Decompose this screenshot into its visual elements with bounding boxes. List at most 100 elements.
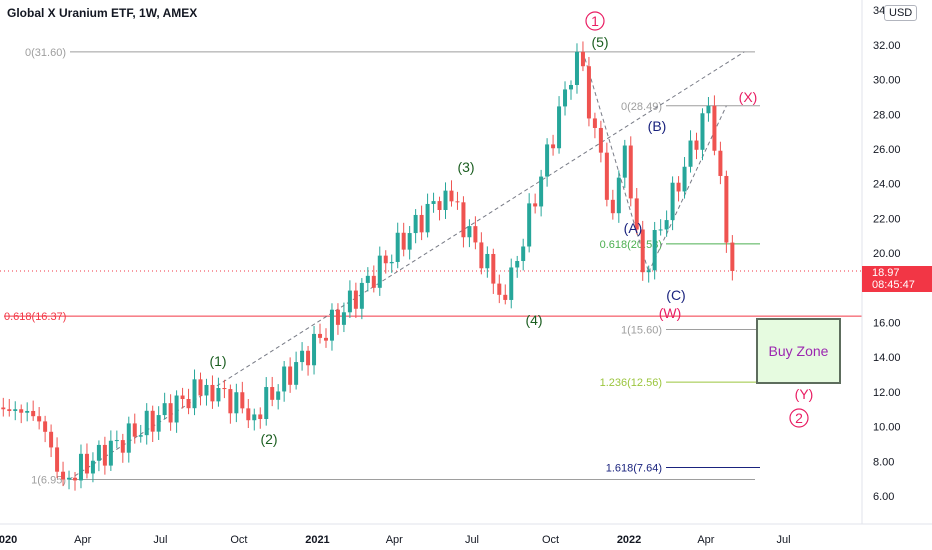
wave-label-circled-2-circle [789,408,809,428]
candle-body [31,410,36,417]
candle-body [694,140,699,150]
candle-body [670,182,675,221]
candle-body [288,366,293,385]
candle-body [55,447,60,472]
last-price-value: 18.97 [872,267,900,279]
candle-body [485,253,490,269]
candle-body [467,226,472,238]
price-tick: 20.00 [873,248,901,260]
wave-label-a: (A) [624,220,643,236]
buy-zone-box[interactable]: Buy Zone [756,318,841,384]
candle-body [371,275,376,288]
time-tick: 2020 [0,534,17,546]
candle-body [389,261,394,264]
wave-label-circled-1: 1 [591,13,599,29]
candle-body [533,203,538,207]
candle-body [329,309,334,341]
price-tick: 26.00 [873,144,901,156]
candle-body [19,409,24,413]
wave-label-b: (B) [648,118,667,134]
candle-body [569,84,574,90]
candle-body [192,379,197,409]
candle-body [557,106,562,149]
candle-body [323,337,328,341]
trend-line-main [68,51,745,480]
candle-body [96,444,101,461]
candle-body [276,391,281,400]
fib-0-x-label: 0(28.49) [621,101,662,113]
candle-body [706,105,711,114]
candle-body [401,232,406,250]
candle-body [545,144,550,177]
wave-label-c: (C) [666,287,685,303]
candle-body [515,261,520,268]
candle-body [455,201,460,203]
candle-body [61,471,66,480]
candle-body [598,127,603,153]
candle-body [646,270,651,273]
candle-body [120,440,125,453]
fib-1236-label: 1.236(12.56) [600,377,662,389]
wave-labels: (1) (2) (3) (4) (5) (A) (B) (C) (W) (X) (Y) 1 2 [209,11,813,447]
candle-body [527,203,532,247]
candle-body [150,410,155,432]
candle-body [7,409,12,411]
candle-body [144,410,149,436]
candle-body [586,66,591,119]
time-tick: Jul [465,534,479,546]
candle-body [461,202,466,238]
candle-body [640,229,645,273]
candle-body [347,290,352,313]
candle-body [431,201,436,204]
wave-label-5: (5) [591,34,608,50]
candle-body [712,105,717,151]
wave-label-3: (3) [457,159,474,175]
candle-body [222,388,227,390]
candle-body [473,226,478,243]
candle-body [246,408,251,421]
candle-body [491,253,496,284]
candle-body [503,294,508,300]
chart-title: Global X Uranium ETF, 1W, AMEX [7,6,198,20]
price-tick: 28.00 [873,109,901,121]
candle-body [437,201,442,210]
candle-body [479,242,484,269]
time-tick: Apr [697,534,714,546]
candle-body [43,421,48,432]
candle-body [294,362,299,385]
candle-body [622,145,627,178]
candle-body [228,389,233,414]
candle-body [341,312,346,325]
candle-body [676,182,681,192]
candle-body [359,282,364,309]
candle-body [168,403,173,423]
fib-0-top-label: 0(31.60) [25,47,66,59]
price-tick: 10.00 [873,422,901,434]
candle-body [282,366,287,392]
candle-body [126,423,131,453]
candle-body [700,113,705,150]
candle-body [682,166,687,192]
candle-body [138,435,143,437]
candle-body [724,175,729,243]
candle-body [563,89,568,107]
time-tick: Oct [230,534,247,546]
price-tick: 30.00 [873,75,901,87]
wave-label-w: (W) [659,305,682,321]
candle-body [1,407,6,410]
wave-label-2: (2) [260,431,277,447]
currency-button[interactable]: USD [884,5,918,21]
price-tick: 32.00 [873,40,901,52]
candle-body [49,431,54,448]
price-tick: 22.00 [873,213,901,225]
candle-body [443,190,448,210]
candle-body [306,350,311,366]
candle-body [509,267,514,300]
candle-body [604,152,609,200]
candle-body [652,230,657,271]
fib-levels: 0(31.60) 0(28.49) 0.618(20.53) 0.618(16.37)… [0,47,862,487]
candle-body [353,290,358,309]
wave-label-x: (X) [739,89,758,105]
